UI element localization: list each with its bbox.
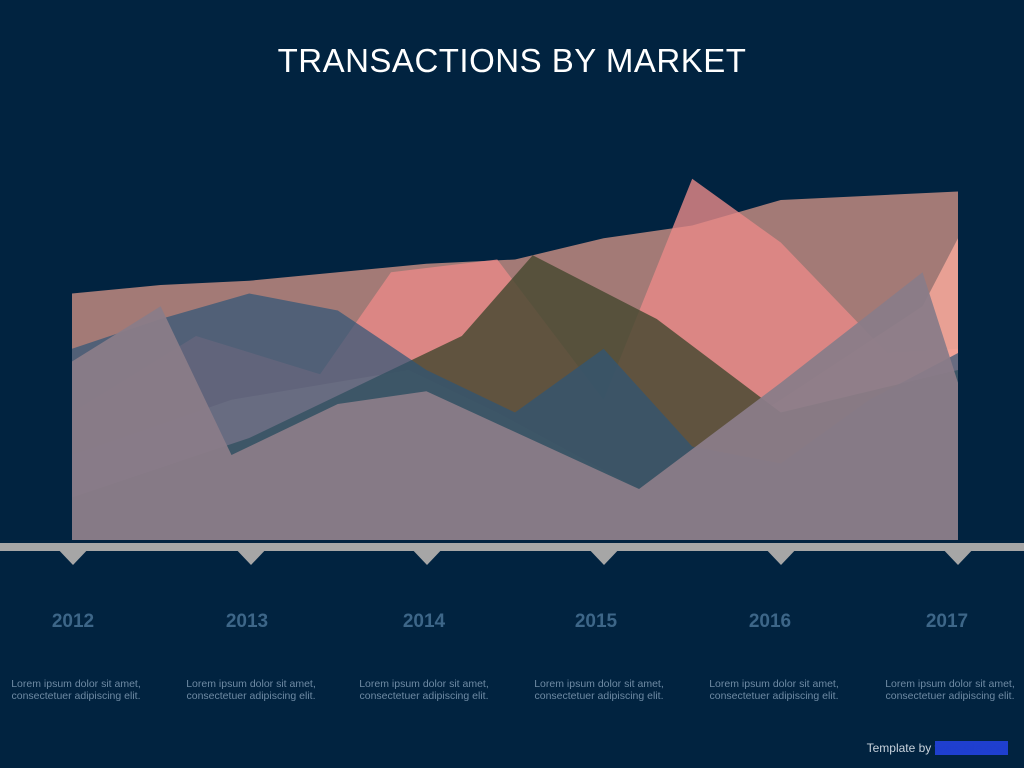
description-line: consectetuer adipiscing elit. — [186, 690, 316, 702]
year-description-2013: Lorem ipsum dolor sit amet, consectetuer … — [171, 678, 331, 702]
area-chart — [0, 178, 1024, 565]
year-description-2016: Lorem ipsum dolor sit amet, consectetuer … — [694, 678, 854, 702]
template-credit: Template by www.site.com — [867, 741, 1008, 755]
timeline-marker-2016 — [762, 545, 800, 565]
year-label-2015: 2015 — [574, 611, 618, 632]
year-label-2017: 2017 — [925, 611, 969, 632]
timeline-marker-2015 — [585, 545, 623, 565]
description-line: consectetuer adipiscing elit. — [534, 690, 664, 702]
description-line: consectetuer adipiscing elit. — [709, 690, 839, 702]
description-line: Lorem ipsum dolor sit amet, — [11, 678, 141, 690]
area-series-group — [72, 178, 958, 540]
year-label-2016: 2016 — [748, 611, 792, 632]
timeline-bar — [0, 543, 1024, 551]
timeline-marker-2013 — [232, 545, 270, 565]
year-description-2014: Lorem ipsum dolor sit amet, consectetuer … — [344, 678, 504, 702]
timeline-markers — [54, 545, 977, 565]
year-label-2013: 2013 — [225, 611, 269, 632]
timeline-marker-2017 — [939, 545, 977, 565]
year-description-2015: Lorem ipsum dolor sit amet, consectetuer … — [519, 678, 679, 702]
description-line: Lorem ipsum dolor sit amet, — [885, 678, 1015, 690]
description-line: Lorem ipsum dolor sit amet, — [534, 678, 664, 690]
credit-link[interactable]: www.site.com — [934, 741, 1008, 755]
description-line: Lorem ipsum dolor sit amet, — [186, 678, 316, 690]
timeline-marker-2012 — [54, 545, 92, 565]
year-label-2012: 2012 — [51, 611, 95, 632]
timeline-marker-2014 — [408, 545, 446, 565]
description-line: consectetuer adipiscing elit. — [11, 690, 141, 702]
description-line: consectetuer adipiscing elit. — [885, 690, 1015, 702]
credit-prefix: Template by — [866, 741, 935, 755]
year-description-2017: Lorem ipsum dolor sit amet, consectetuer … — [870, 678, 1024, 702]
year-description-2012: Lorem ipsum dolor sit amet, consectetuer … — [0, 678, 156, 702]
area-series-6 — [72, 272, 958, 540]
description-line: consectetuer adipiscing elit. — [359, 690, 489, 702]
description-line: Lorem ipsum dolor sit amet, — [709, 678, 839, 690]
description-line: Lorem ipsum dolor sit amet, — [359, 678, 489, 690]
chart-title: TRANSACTIONS BY MARKET — [277, 42, 747, 79]
year-label-2014: 2014 — [402, 611, 446, 632]
